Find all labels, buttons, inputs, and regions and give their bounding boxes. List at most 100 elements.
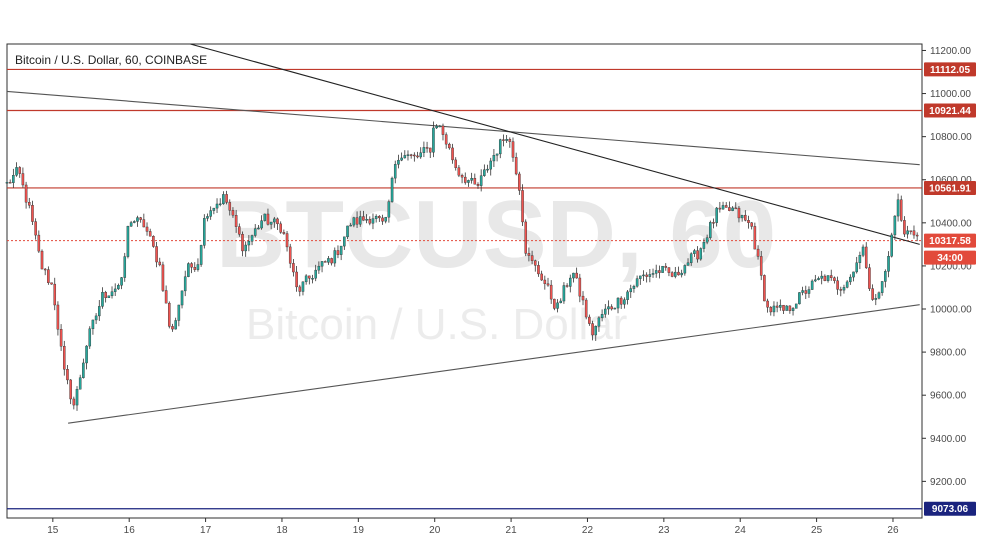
candle-body [199,245,203,265]
candle-body [782,304,785,311]
candle-body [495,153,499,156]
candle-body [804,290,808,294]
candle-body [339,245,343,255]
candle-body [419,152,422,158]
candle-body [814,279,817,282]
candle-body [559,300,563,304]
candle-body [21,173,25,186]
candle-body [308,275,311,279]
candle-body [766,300,769,308]
candle-body [295,271,298,288]
y-tick-label-3: 10600.00 [930,175,972,186]
candle-body [193,267,197,270]
candle-body [304,275,308,283]
candle-body [667,267,671,273]
candle-body [785,305,788,311]
candle-body [88,328,92,347]
candle-body [225,194,228,203]
candle-body [855,262,858,273]
candle-body [619,297,623,305]
candle-body [244,244,247,252]
candle-body [161,264,165,291]
candle-body [441,125,445,135]
candle-body [435,125,438,129]
candle-body [492,155,496,162]
candle-body [107,295,111,299]
candle-body [661,265,664,273]
candle-body [591,323,594,336]
candle-body [15,167,18,176]
candle-body [642,274,645,277]
candle-body [543,279,547,284]
candle-body [174,320,177,330]
candle-body [645,274,648,277]
candle-body [444,134,448,145]
candle-body [518,173,521,191]
candle-body [352,217,356,226]
candle-body [196,264,200,270]
candle-body [222,194,225,205]
candle-body [203,218,206,246]
candle-body [788,305,792,311]
candle-body [696,250,699,260]
candle-body [457,167,461,176]
candle-body [136,217,139,222]
candle-body [387,201,391,218]
candle-body [56,304,60,330]
candle-body [664,265,668,268]
y-tick-label-5: 10200.00 [930,261,972,272]
trendline-2 [68,304,920,424]
candle-body [887,256,890,272]
candle-body [750,222,753,227]
candle-body [623,299,626,305]
candle-body [791,308,795,311]
candle-body [451,147,454,161]
candle-body [428,147,432,153]
candle-body [852,271,855,278]
candle-body [413,154,416,157]
candle-body [680,272,683,276]
candle-body [801,290,804,293]
candle-body [152,236,155,247]
candle-body [263,213,267,221]
candle-body [104,292,107,299]
candle-body [183,276,187,292]
candle-body [702,241,706,249]
candle-body [705,237,709,243]
candle-body [12,175,15,183]
candle-body [629,288,633,293]
candle-body [422,147,426,153]
candle-body [658,270,661,273]
candle-body [234,215,238,227]
candle-body [314,269,317,279]
candle-body [231,210,235,216]
candle-body [890,234,893,257]
candle-body [600,314,604,319]
candle-body [438,125,442,128]
candle-body [164,290,168,304]
candle-body [909,230,913,232]
candle-body [180,290,184,306]
candle-body [479,175,483,186]
candle-body [546,283,550,286]
candle-body [346,225,349,238]
candle-body [820,275,823,279]
y-tick-label-6: 10000.00 [930,305,972,316]
candle-body [94,315,98,321]
levels-layer [7,68,922,510]
candle-body [607,306,610,310]
candle-body [753,226,757,250]
candle-body [50,282,53,285]
candle-body [384,216,387,222]
candle-body [553,298,556,309]
candle-body [817,278,820,280]
candle-body [371,218,375,224]
candle-body [893,215,897,236]
candle-body [288,246,292,264]
candle-body [906,230,909,235]
y-tick-label-0: 11200.00 [930,46,971,57]
candle-body [155,246,158,263]
candle-body [139,217,142,220]
candle-body [915,234,919,237]
